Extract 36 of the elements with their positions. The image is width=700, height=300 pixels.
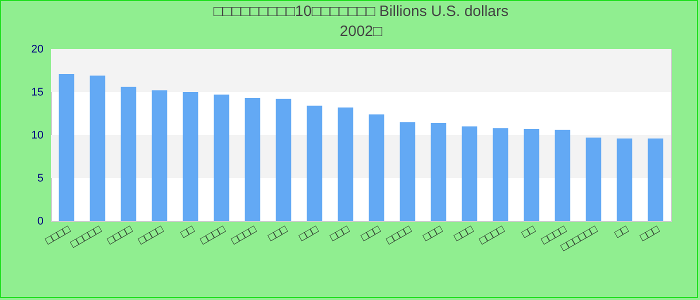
bar [524,128,540,221]
bar [462,126,478,221]
bar [338,107,354,221]
y-tick-label: 15 [31,86,44,98]
x-tick-label: □□□ [421,223,445,244]
bar [492,128,508,221]
x-tick-label: □□ [178,223,197,241]
x-tick-label: □□ [612,223,631,241]
bar [648,138,664,221]
bar [586,138,602,221]
bar [182,92,198,221]
x-tick-label: □□□ [359,223,383,244]
x-tick-label: □□□ [297,223,321,244]
y-tick-label: 0 [37,216,44,228]
chart-title: □□□□□□□□□10□□□□□□□ Billions U.S. dollars 2002□ [213,3,509,40]
x-tick-label: □□ [520,223,538,241]
y-tick-label: 20 [31,44,44,56]
bar [58,74,74,221]
bar [276,98,292,221]
x-tick-label: □□□ [452,223,476,244]
bar [368,114,384,221]
bar [244,98,260,221]
y-tick-label: 5 [37,172,44,184]
x-tick-label: □□□ [638,223,662,244]
bar [120,86,136,221]
x-tick-label: □□□ [266,223,290,244]
bar [214,94,230,221]
bar [430,122,446,221]
x-tick-label: □□□ [328,223,352,244]
bar [152,90,168,221]
bar [554,130,570,221]
bar [306,106,322,221]
y-tick-label: 10 [31,130,44,142]
bar [90,76,106,221]
bar [616,138,632,221]
bar [400,122,416,221]
